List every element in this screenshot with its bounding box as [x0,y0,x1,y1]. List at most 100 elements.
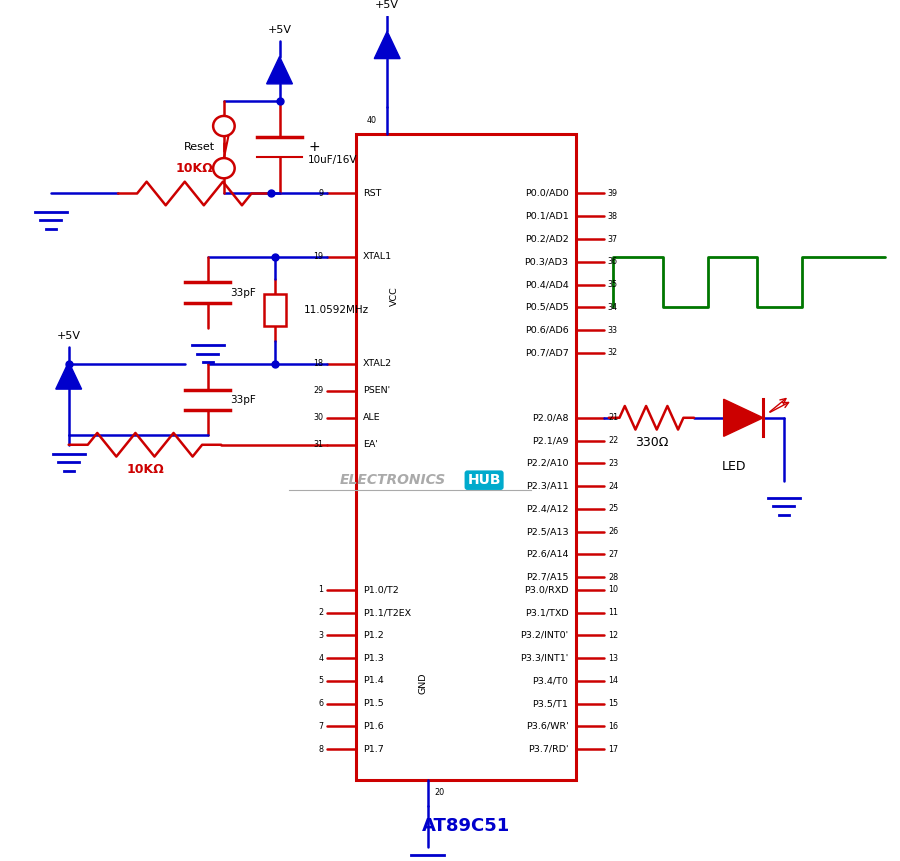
Circle shape [213,116,235,136]
Text: P3.7/RD': P3.7/RD' [528,745,569,753]
Text: 28: 28 [608,573,618,582]
Text: RST: RST [363,189,382,198]
Text: 29: 29 [313,387,323,395]
Text: P3.3/INT1': P3.3/INT1' [520,653,569,663]
Text: 32: 32 [608,349,618,357]
Text: 24: 24 [608,481,618,491]
Polygon shape [266,57,292,84]
Text: +5V: +5V [57,331,81,341]
Text: P1.0/T2: P1.0/T2 [363,585,399,594]
Text: 27: 27 [608,550,618,559]
Text: P3.1/TXD: P3.1/TXD [525,608,569,617]
Text: P2.7/A15: P2.7/A15 [526,573,569,582]
Text: P0.4/AD4: P0.4/AD4 [525,280,569,289]
Text: P2.0/A8: P2.0/A8 [532,413,569,422]
Text: P0.1/AD1: P0.1/AD1 [525,212,569,220]
Text: 36: 36 [608,257,618,266]
Text: 17: 17 [608,745,618,753]
Text: ALE: ALE [363,413,381,422]
Text: GND: GND [418,672,427,693]
Bar [264,294,286,326]
Text: 40: 40 [366,116,376,126]
Text: P2.6/A14: P2.6/A14 [526,550,569,559]
Text: +5V: +5V [375,0,400,10]
Text: 25: 25 [608,505,618,513]
Text: P2.5/A13: P2.5/A13 [526,527,569,536]
Text: 11.0592MHz: 11.0592MHz [304,306,369,315]
Circle shape [213,158,235,178]
Text: 34: 34 [608,303,618,312]
Text: P3.6/WR': P3.6/WR' [526,722,569,731]
Text: 9: 9 [319,189,323,198]
Text: P3.4/T0: P3.4/T0 [533,677,569,685]
Text: PSEN': PSEN' [363,387,390,395]
Text: 37: 37 [608,234,618,244]
Text: Reset: Reset [184,142,215,152]
Polygon shape [56,362,82,389]
Text: 18: 18 [313,359,323,369]
Text: 22: 22 [608,436,618,445]
Text: 330Ω: 330Ω [634,437,668,449]
Text: ELECTRONICS: ELECTRONICS [339,474,446,487]
Text: P1.3: P1.3 [363,653,383,663]
Text: 5: 5 [319,677,323,685]
Text: P0.3/AD3: P0.3/AD3 [525,257,569,266]
Text: P1.5: P1.5 [363,699,383,708]
Text: EA': EA' [363,440,378,449]
Text: P3.2/INT0': P3.2/INT0' [520,631,569,640]
Text: XTAL1: XTAL1 [363,252,392,261]
Text: P2.1/A9: P2.1/A9 [532,436,569,445]
Text: AT89C51: AT89C51 [421,817,509,835]
Text: P0.7/AD7: P0.7/AD7 [525,349,569,357]
Text: 4: 4 [319,653,323,663]
Text: P2.4/A12: P2.4/A12 [526,505,569,513]
Text: +5V: +5V [267,25,292,35]
Text: +: + [308,140,320,154]
Text: 1: 1 [319,585,323,594]
Text: P0.5/AD5: P0.5/AD5 [525,303,569,312]
Text: 12: 12 [608,631,618,640]
Text: 16: 16 [608,722,618,731]
Bar [356,134,576,779]
Text: P2.2/A10: P2.2/A10 [526,459,569,468]
Text: 35: 35 [608,280,618,289]
Polygon shape [374,31,400,59]
Text: LED: LED [722,460,747,473]
Text: 15: 15 [608,699,618,708]
Text: VCC: VCC [390,286,399,306]
Text: P1.4: P1.4 [363,677,383,685]
Text: 8: 8 [319,745,323,753]
Text: 38: 38 [608,212,618,220]
Text: P1.6: P1.6 [363,722,383,731]
Text: 33: 33 [608,325,618,335]
Text: P2.3/A11: P2.3/A11 [526,481,569,491]
Text: P3.0/RXD: P3.0/RXD [524,585,569,594]
Text: 21: 21 [608,413,618,422]
Text: 33pF: 33pF [230,288,256,298]
Text: P1.7: P1.7 [363,745,383,753]
Text: 11: 11 [608,608,618,617]
Text: 39: 39 [608,189,618,198]
Text: P0.0/AD0: P0.0/AD0 [525,189,569,198]
Text: 30: 30 [313,413,323,422]
Text: 26: 26 [608,527,618,536]
Text: 33pF: 33pF [230,394,256,405]
Text: P0.2/AD2: P0.2/AD2 [525,234,569,244]
Text: 23: 23 [608,459,618,468]
Text: 20: 20 [435,789,445,797]
Text: 13: 13 [608,653,618,663]
Text: P1.1/T2EX: P1.1/T2EX [363,608,411,617]
Text: 14: 14 [608,677,618,685]
Text: 19: 19 [313,252,323,261]
Polygon shape [724,400,763,437]
Text: 31: 31 [313,440,323,449]
Text: 3: 3 [319,631,323,640]
Text: 10KΩ: 10KΩ [126,463,164,476]
Text: P3.5/T1: P3.5/T1 [533,699,569,708]
Text: 10: 10 [608,585,618,594]
Text: 6: 6 [319,699,323,708]
Text: XTAL2: XTAL2 [363,359,392,369]
Text: HUB: HUB [467,474,500,487]
Text: 10KΩ: 10KΩ [176,162,213,175]
Text: 2: 2 [319,608,323,617]
